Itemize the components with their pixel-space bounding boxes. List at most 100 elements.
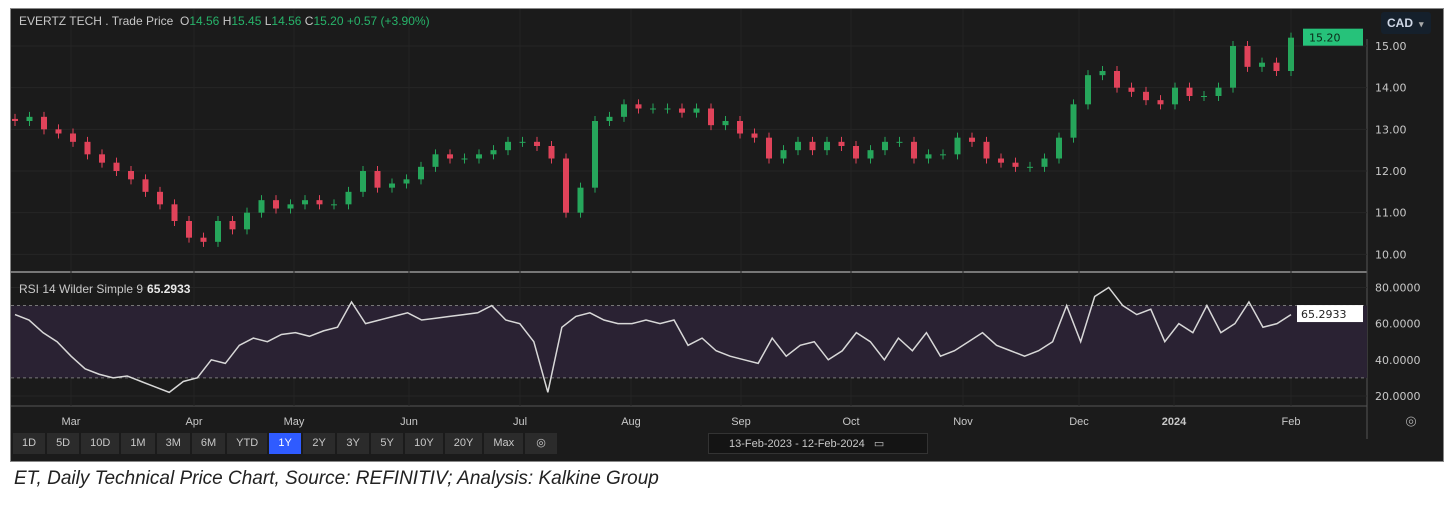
range-button-20y[interactable]: 20Y: [444, 433, 483, 454]
currency-select[interactable]: CAD ▾: [1381, 12, 1431, 34]
candle: [693, 108, 700, 113]
candle: [171, 204, 178, 221]
change-value: +0.57 (+3.90%): [346, 14, 430, 28]
range-button-5d[interactable]: 5D: [47, 433, 80, 454]
price-legend: EVERTZ TECH . Trade Price O14.56 H15.45 …: [19, 14, 430, 28]
rsi-value: 65.2933: [147, 282, 191, 296]
range-button-3y[interactable]: 3Y: [337, 433, 370, 454]
settings-icon: ◎: [1405, 413, 1416, 428]
candle: [374, 171, 381, 188]
candle: [389, 183, 395, 188]
candle: [142, 179, 149, 192]
candle: [751, 133, 758, 138]
range-button-max[interactable]: Max: [484, 433, 524, 454]
x-tick-label: Aug: [621, 416, 641, 428]
candle: [418, 166, 424, 180]
range-button-6m[interactable]: 6M: [191, 433, 226, 454]
candle: [722, 121, 729, 126]
candle: [1244, 46, 1251, 67]
candle: [1172, 87, 1178, 105]
candle: [1215, 87, 1222, 96]
last-price-marker: [1303, 28, 1363, 46]
candle: [1230, 46, 1236, 88]
candle: [461, 158, 468, 160]
candle: [186, 221, 192, 238]
candle: [215, 221, 221, 242]
x-tick-label: Sep: [731, 416, 751, 428]
settings-icon[interactable]: ◎: [525, 433, 558, 454]
candle: [360, 171, 366, 192]
candle: [911, 141, 917, 159]
candle: [563, 158, 569, 213]
rsi-tick-label: 40.0000: [1375, 354, 1421, 367]
high-value: 15.45: [231, 14, 262, 28]
candle: [1099, 71, 1106, 76]
x-tick-label: Jul: [513, 416, 527, 428]
candle: [737, 121, 743, 134]
x-tick-label: Oct: [842, 416, 859, 428]
date-to: 12-Feb-2024: [801, 438, 865, 450]
chart-canvas[interactable]: 10.00 11.00 12.00 13.00 14.00 15.00 20.0000 40.…: [11, 9, 1443, 461]
range-button-1m[interactable]: 1M: [121, 433, 155, 454]
candle: [505, 141, 511, 151]
candle: [853, 146, 859, 159]
rsi-band: [11, 305, 1367, 378]
x-tick-label: Mar: [62, 416, 81, 428]
candle: [795, 141, 801, 151]
range-button-3m[interactable]: 3M: [156, 433, 190, 454]
candle: [664, 108, 671, 110]
candle: [287, 204, 294, 209]
high-label: H: [222, 14, 232, 28]
x-tick-label: Apr: [185, 416, 202, 428]
x-tick-label: Feb: [1282, 416, 1301, 428]
open-value: 14.56: [189, 14, 220, 28]
candle: [244, 212, 250, 230]
series-name: Trade Price: [111, 14, 174, 28]
candle: [809, 141, 816, 151]
candle: [70, 133, 76, 142]
range-button-1d[interactable]: 1D: [13, 433, 46, 454]
last-rsi-marker: [1297, 305, 1363, 323]
range-button-10y[interactable]: 10Y: [405, 433, 443, 454]
range-button-ytd[interactable]: YTD: [227, 433, 268, 454]
candle: [41, 116, 47, 130]
candle: [1012, 162, 1019, 167]
candle: [592, 121, 598, 188]
chart-panel[interactable]: 10.00 11.00 12.00 13.00 14.00 15.00 20.0000 40.…: [10, 8, 1444, 462]
candle: [780, 150, 787, 159]
rsi-tick-label: 20.0000: [1375, 390, 1421, 403]
candle: [200, 237, 207, 242]
candle: [534, 141, 540, 146]
candle: [1273, 62, 1280, 71]
candle: [1201, 96, 1207, 97]
candle: [1056, 137, 1062, 159]
close-value: 15.20: [313, 14, 344, 28]
candle: [882, 141, 888, 151]
candle: [55, 129, 62, 134]
range-button-2y[interactable]: 2Y: [303, 433, 336, 454]
candle: [824, 141, 830, 151]
candle: [432, 154, 439, 167]
candle: [1041, 158, 1048, 167]
candle: [302, 200, 308, 205]
separator: .: [105, 14, 109, 28]
range-button-10d[interactable]: 10D: [81, 433, 120, 454]
candle: [766, 137, 772, 159]
low-value: 14.56: [271, 14, 302, 28]
candle: [345, 191, 352, 205]
candle: [1085, 75, 1091, 105]
price-tick-label: 11.00: [1375, 207, 1407, 220]
candle: [925, 154, 932, 159]
candle: [1027, 166, 1033, 168]
currency-value: CAD: [1387, 16, 1413, 30]
rsi-tick-label: 60.0000: [1375, 318, 1421, 331]
date-range-picker[interactable]: 13-Feb-2023 - 12-Feb-2024 ▭: [708, 433, 928, 454]
candle: [954, 137, 961, 155]
range-button-1y[interactable]: 1Y: [269, 433, 302, 454]
candle: [838, 141, 845, 146]
x-tick-label: 2024: [1162, 416, 1187, 428]
candle: [447, 154, 453, 159]
chevron-down-icon: ▾: [1419, 19, 1424, 29]
candle: [113, 162, 120, 171]
range-button-5y[interactable]: 5Y: [371, 433, 404, 454]
